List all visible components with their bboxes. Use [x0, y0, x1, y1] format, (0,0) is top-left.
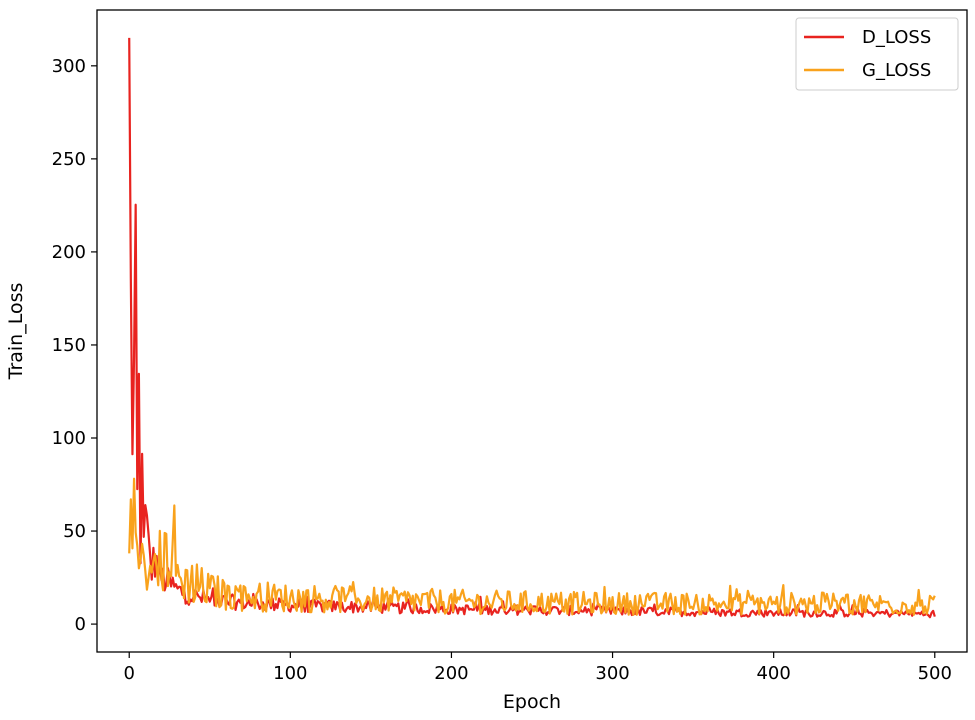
x-axis-label: Epoch [503, 691, 561, 713]
x-tick-label: 300 [595, 663, 629, 684]
series-layer [128, 37, 936, 619]
legend-label-d-loss: D_LOSS [862, 27, 931, 48]
series-line-d-loss [128, 37, 936, 619]
y-tick-label: 300 [52, 56, 86, 77]
plot-area-frame [96, 9, 968, 653]
y-axis: 0 50 100 150 200 250 300 [52, 56, 97, 635]
legend: D_LOSS G_LOSS [795, 17, 959, 91]
x-tick-label: 200 [434, 663, 468, 684]
y-axis-label: Train_Loss [5, 283, 27, 381]
series-line-g-loss [128, 477, 936, 616]
x-tick-label: 400 [756, 663, 790, 684]
y-tick-label: 250 [52, 149, 86, 170]
legend-label-g-loss: G_LOSS [862, 60, 931, 81]
y-tick-label: 150 [52, 335, 86, 356]
x-tick-label: 0 [123, 663, 134, 684]
y-tick-label: 200 [52, 242, 86, 263]
x-axis: 0 100 200 300 400 500 [123, 652, 952, 684]
y-tick-label: 100 [52, 428, 86, 449]
x-tick-label: 100 [273, 663, 307, 684]
y-tick-label: 50 [63, 521, 86, 542]
x-tick-label: 500 [918, 663, 952, 684]
y-tick-label: 0 [75, 614, 86, 635]
